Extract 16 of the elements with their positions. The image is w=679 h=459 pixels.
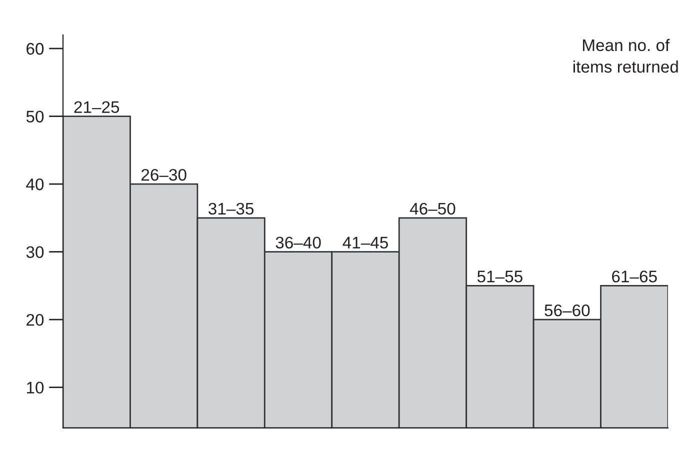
x-tick-label: 41–45 <box>342 236 388 249</box>
x-tick-label: 56–60 <box>544 304 590 316</box>
x-tick-label: 46–50 <box>410 202 456 215</box>
x-tick-label: 51–55 <box>477 270 522 282</box>
y-tick-label: 50 <box>26 110 44 122</box>
y-tick-label: 30 <box>26 246 44 258</box>
annotation: Mean no. of items returned <box>574 38 678 73</box>
x-tick-label: 61–65 <box>612 270 657 282</box>
y-tick-label: 60 <box>26 42 44 55</box>
x-tick-label: 31–35 <box>208 202 254 215</box>
x-tick-label: 26–30 <box>142 168 186 181</box>
y-tick-label: 10 <box>26 382 44 394</box>
y-tick-label: 40 <box>26 178 44 190</box>
x-tick-label: 21–25 <box>74 101 120 113</box>
x-tick-label: 36–40 <box>276 236 321 249</box>
y-tick-label: 20 <box>26 314 44 326</box>
